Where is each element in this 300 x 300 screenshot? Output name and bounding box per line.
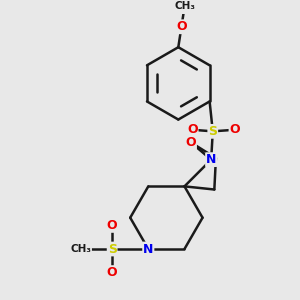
Text: S: S bbox=[108, 242, 117, 256]
Text: O: O bbox=[176, 20, 187, 33]
Text: N: N bbox=[143, 242, 154, 256]
Text: O: O bbox=[185, 136, 196, 149]
Text: S: S bbox=[208, 125, 217, 138]
Text: O: O bbox=[107, 219, 117, 232]
Text: CH₃: CH₃ bbox=[70, 244, 91, 254]
Text: CH₃: CH₃ bbox=[174, 1, 195, 11]
Text: O: O bbox=[230, 123, 240, 136]
Text: O: O bbox=[107, 266, 117, 279]
Text: O: O bbox=[187, 123, 198, 136]
Text: N: N bbox=[206, 153, 216, 166]
